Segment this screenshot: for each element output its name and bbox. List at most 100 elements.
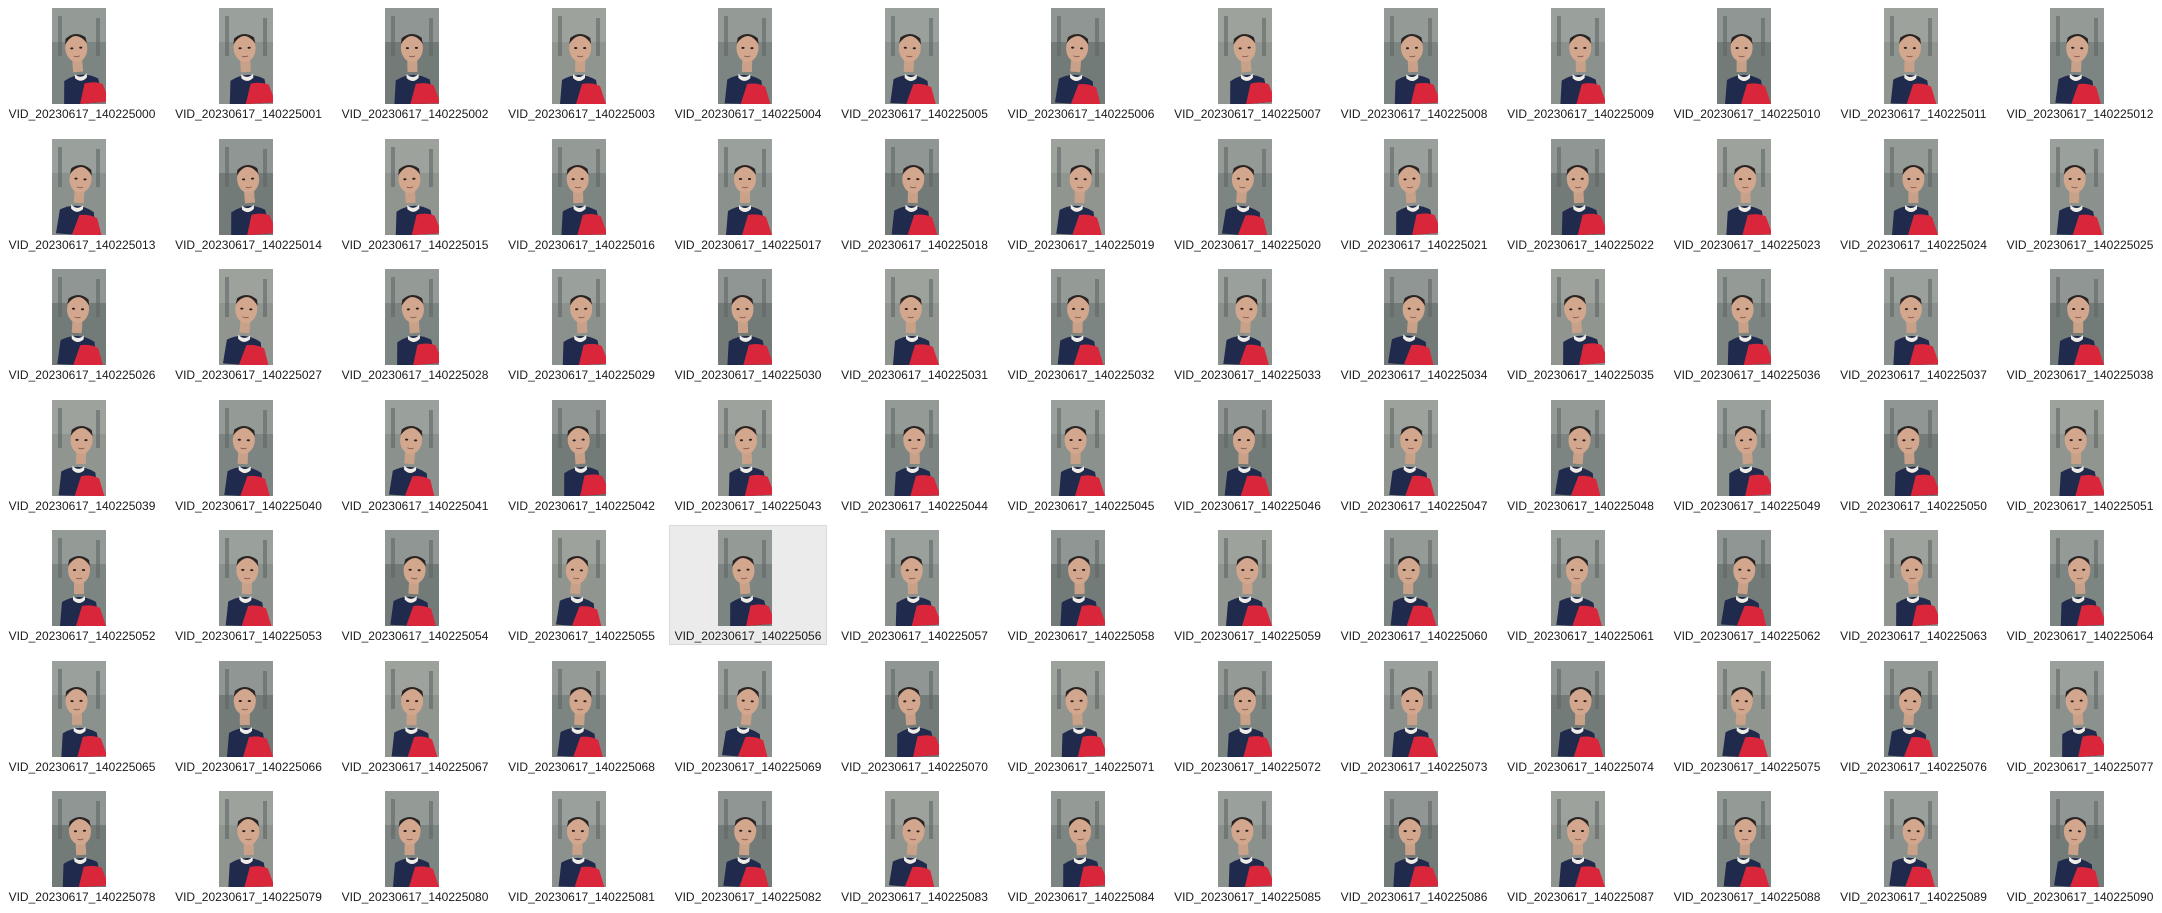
file-item[interactable]: VID_20230617_140225051	[2002, 396, 2158, 514]
file-item[interactable]: VID_20230617_140225088	[1669, 787, 1825, 905]
file-item[interactable]: VID_20230617_140225006	[1003, 4, 1159, 122]
file-item[interactable]: VID_20230617_140225090	[2002, 787, 2158, 905]
file-item[interactable]: VID_20230617_140225028	[337, 265, 493, 383]
file-item[interactable]: VID_20230617_140225077	[2002, 657, 2158, 775]
file-item[interactable]: VID_20230617_140225001	[171, 4, 327, 122]
file-item[interactable]: VID_20230617_140225021	[1336, 135, 1492, 253]
file-item[interactable]: VID_20230617_140225054	[337, 526, 493, 644]
file-item[interactable]: VID_20230617_140225079	[171, 787, 327, 905]
file-item[interactable]: VID_20230617_140225078	[4, 787, 160, 905]
file-item[interactable]: VID_20230617_140225074	[1503, 657, 1659, 775]
file-item[interactable]: VID_20230617_140225027	[171, 265, 327, 383]
file-item[interactable]: VID_20230617_140225046	[1170, 396, 1326, 514]
file-item[interactable]: VID_20230617_140225038	[2002, 265, 2158, 383]
file-item[interactable]: VID_20230617_140225065	[4, 657, 160, 775]
file-item[interactable]: VID_20230617_140225014	[171, 135, 327, 253]
file-item[interactable]: VID_20230617_140225073	[1336, 657, 1492, 775]
file-item[interactable]: VID_20230617_140225059	[1170, 526, 1326, 644]
file-item[interactable]: VID_20230617_140225067	[337, 657, 493, 775]
file-item[interactable]: VID_20230617_140225081	[504, 787, 660, 905]
file-item[interactable]: VID_20230617_140225020	[1170, 135, 1326, 253]
file-item[interactable]: VID_20230617_140225056	[669, 525, 827, 645]
file-item[interactable]: VID_20230617_140225053	[171, 526, 327, 644]
file-item[interactable]: VID_20230617_140225029	[504, 265, 660, 383]
image-thumbnail-icon	[1217, 530, 1272, 626]
file-item[interactable]: VID_20230617_140225068	[504, 657, 660, 775]
file-item[interactable]: VID_20230617_140225061	[1503, 526, 1659, 644]
file-item[interactable]: VID_20230617_140225066	[171, 657, 327, 775]
file-item[interactable]: VID_20230617_140225049	[1669, 396, 1825, 514]
file-name-label: VID_20230617_140225071	[1007, 759, 1155, 774]
file-item[interactable]: VID_20230617_140225010	[1669, 4, 1825, 122]
image-thumbnail-icon	[1217, 399, 1272, 496]
file-item[interactable]: VID_20230617_140225063	[1836, 526, 1992, 644]
file-item[interactable]: VID_20230617_140225052	[4, 526, 160, 644]
file-item[interactable]: VID_20230617_140225041	[337, 396, 493, 514]
file-item[interactable]: VID_20230617_140225043	[670, 396, 826, 514]
file-item[interactable]: VID_20230617_140225008	[1336, 4, 1492, 122]
file-item[interactable]: VID_20230617_140225023	[1669, 135, 1825, 253]
file-item[interactable]: VID_20230617_140225007	[1170, 4, 1326, 122]
file-item[interactable]: VID_20230617_140225064	[2002, 526, 2158, 644]
file-item[interactable]: VID_20230617_140225044	[837, 396, 993, 514]
file-item[interactable]: VID_20230617_140225035	[1503, 265, 1659, 383]
file-item[interactable]: VID_20230617_140225048	[1503, 396, 1659, 514]
file-item[interactable]: VID_20230617_140225003	[504, 4, 660, 122]
file-item[interactable]: VID_20230617_140225080	[337, 787, 493, 905]
file-item[interactable]: VID_20230617_140225085	[1170, 787, 1326, 905]
file-item[interactable]: VID_20230617_140225025	[2002, 135, 2158, 253]
file-item[interactable]: VID_20230617_140225045	[1003, 396, 1159, 514]
file-item[interactable]: VID_20230617_140225084	[1003, 787, 1159, 905]
file-item[interactable]: VID_20230617_140225042	[504, 396, 660, 514]
file-item[interactable]: VID_20230617_140225004	[670, 4, 826, 122]
image-thumbnail-icon	[1550, 138, 1605, 235]
file-item[interactable]: VID_20230617_140225071	[1003, 657, 1159, 775]
file-item[interactable]: VID_20230617_140225012	[2002, 4, 2158, 122]
file-item[interactable]: VID_20230617_140225089	[1836, 787, 1992, 905]
file-item[interactable]: VID_20230617_140225040	[171, 396, 327, 514]
file-item[interactable]: VID_20230617_140225076	[1836, 657, 1992, 775]
file-item[interactable]: VID_20230617_140225082	[670, 787, 826, 905]
file-item[interactable]: VID_20230617_140225075	[1669, 657, 1825, 775]
file-item[interactable]: VID_20230617_140225033	[1170, 265, 1326, 383]
file-item[interactable]: VID_20230617_140225018	[837, 135, 993, 253]
file-item[interactable]: VID_20230617_140225034	[1336, 265, 1492, 383]
file-item[interactable]: VID_20230617_140225069	[670, 657, 826, 775]
file-item[interactable]: VID_20230617_140225002	[337, 4, 493, 122]
file-item[interactable]: VID_20230617_140225062	[1669, 526, 1825, 644]
file-name-label: VID_20230617_140225021	[1340, 237, 1488, 252]
file-item[interactable]: VID_20230617_140225032	[1003, 265, 1159, 383]
file-item[interactable]: VID_20230617_140225050	[1836, 396, 1992, 514]
file-item[interactable]: VID_20230617_140225013	[4, 135, 160, 253]
file-name-label: VID_20230617_140225048	[1507, 498, 1654, 513]
file-item[interactable]: VID_20230617_140225024	[1836, 135, 1992, 253]
file-name-label: VID_20230617_140225085	[1174, 890, 1321, 904]
file-item[interactable]: VID_20230617_140225009	[1503, 4, 1659, 122]
file-item[interactable]: VID_20230617_140225011	[1836, 4, 1992, 122]
file-item[interactable]: VID_20230617_140225070	[837, 657, 993, 775]
file-item[interactable]: VID_20230617_140225060	[1336, 526, 1492, 644]
file-item[interactable]: VID_20230617_140225037	[1836, 265, 1992, 383]
file-item[interactable]: VID_20230617_140225039	[4, 396, 160, 514]
file-item[interactable]: VID_20230617_140225030	[670, 265, 826, 383]
file-item[interactable]: VID_20230617_140225015	[337, 135, 493, 253]
file-item[interactable]: VID_20230617_140225087	[1503, 787, 1659, 905]
file-item[interactable]: VID_20230617_140225031	[837, 265, 993, 383]
file-item[interactable]: VID_20230617_140225055	[504, 526, 660, 644]
file-item[interactable]: VID_20230617_140225017	[670, 135, 826, 253]
file-item[interactable]: VID_20230617_140225019	[1003, 135, 1159, 253]
file-item[interactable]: VID_20230617_140225086	[1336, 787, 1492, 905]
file-item[interactable]: VID_20230617_140225083	[837, 787, 993, 905]
file-item[interactable]: VID_20230617_140225026	[4, 265, 160, 383]
file-name-label: VID_20230617_140225078	[8, 890, 156, 904]
file-item[interactable]: VID_20230617_140225058	[1003, 526, 1159, 644]
file-item[interactable]: VID_20230617_140225072	[1170, 657, 1326, 775]
file-item[interactable]: VID_20230617_140225047	[1336, 396, 1492, 514]
file-item[interactable]: VID_20230617_140225057	[837, 526, 993, 644]
file-item[interactable]: VID_20230617_140225005	[837, 4, 993, 122]
file-item[interactable]: VID_20230617_140225022	[1503, 135, 1659, 253]
file-item[interactable]: VID_20230617_140225000	[4, 4, 160, 122]
file-item[interactable]: VID_20230617_140225036	[1669, 265, 1825, 383]
file-item[interactable]: VID_20230617_140225016	[504, 135, 660, 253]
file-name-label: VID_20230617_140225073	[1340, 759, 1488, 774]
